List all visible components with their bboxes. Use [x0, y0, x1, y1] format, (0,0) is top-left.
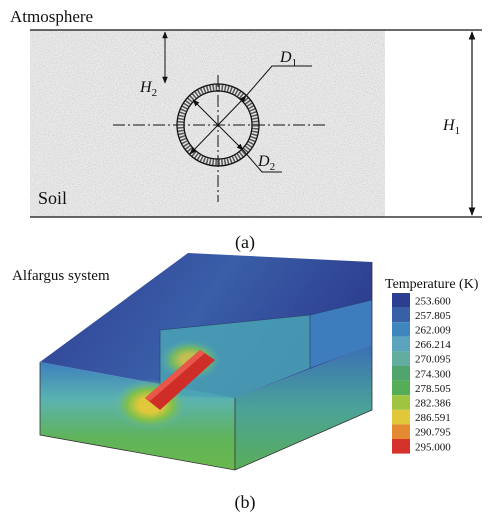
caption-a: (a)	[235, 232, 255, 253]
legend-label: 257.805	[415, 310, 451, 322]
model-title: Alfargus system	[12, 268, 110, 284]
legend-title: Temperature (K)	[385, 277, 479, 292]
legend-label: 274.300	[415, 368, 451, 380]
legend-swatch	[392, 337, 410, 352]
legend-swatch	[392, 308, 410, 323]
legend-swatch	[392, 381, 410, 396]
legend-swatch	[392, 410, 410, 425]
legend-label: 262.009	[415, 325, 451, 337]
legend-label: 282.386	[415, 398, 451, 410]
soil-label: Soil	[38, 188, 67, 208]
legend-swatch	[392, 424, 410, 439]
figure: Atmosphere H2 D1 D2 H1 Soil (a) Alfargus…	[0, 0, 490, 519]
legend-label: 253.600	[415, 295, 451, 307]
legend-swatch	[392, 322, 410, 337]
legend-label: 270.095	[415, 354, 451, 366]
legend-label: 295.000	[415, 441, 451, 453]
caption-b: (b)	[235, 492, 256, 513]
legend: 253.600 257.805 262.009 266.214 270.095 274.3…	[392, 293, 451, 454]
soil-texture	[30, 30, 385, 217]
legend-swatch	[392, 366, 410, 381]
legend-swatch	[392, 395, 410, 410]
legend-label: 290.795	[415, 427, 451, 439]
atmosphere-label: Atmosphere	[10, 7, 93, 26]
legend-swatch	[392, 439, 410, 454]
legend-swatch	[392, 293, 410, 308]
legend-label: 266.214	[415, 339, 451, 351]
legend-swatch	[392, 351, 410, 366]
h1-label: H1	[442, 117, 460, 137]
legend-label: 286.591	[415, 412, 451, 424]
legend-label: 278.505	[415, 383, 451, 395]
